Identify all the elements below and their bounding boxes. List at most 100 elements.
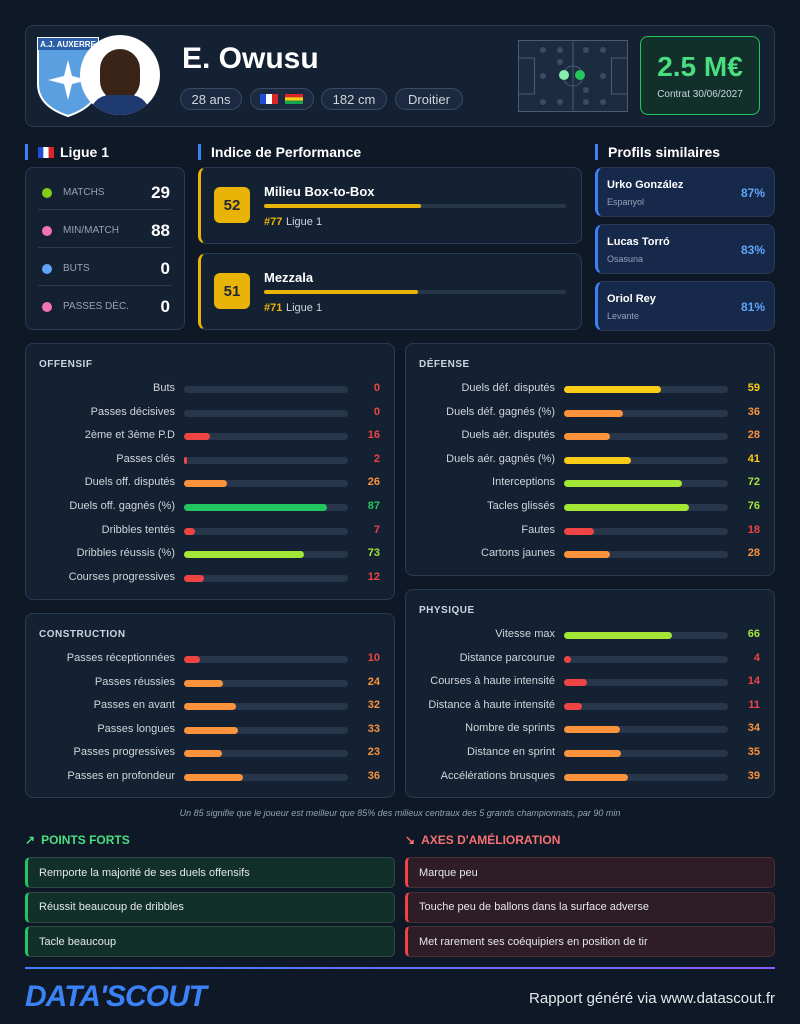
metric-track — [184, 409, 348, 417]
league-name: Ligue 1 — [60, 144, 110, 160]
metric-bar — [184, 433, 211, 441]
player-photo — [80, 35, 160, 115]
metric-label: Distance en sprint — [466, 746, 555, 758]
metric-value: 24 — [367, 675, 380, 688]
metric-bar — [184, 726, 239, 734]
metric-track — [564, 750, 728, 757]
metric-bar — [564, 527, 594, 535]
stat-label: MATCHS — [63, 187, 105, 198]
section-title: DÉFENSE — [419, 359, 470, 370]
metric-value: 59 — [747, 382, 760, 394]
position-pitch — [518, 40, 628, 112]
metric-label: Distance parcourue — [459, 651, 555, 664]
stat-label: PASSES DÉC. — [63, 301, 129, 312]
metric-bar — [564, 456, 632, 464]
metric-label: Courses progressives — [68, 570, 175, 583]
weaknesses-heading: ↘ AXES D'AMÉLIORATION — [405, 833, 561, 847]
stat-value: 88 — [151, 221, 170, 240]
metric-track — [184, 386, 348, 393]
divider — [25, 967, 775, 969]
value-box: 2.5 M€ Contrat 30/06/2027 — [640, 36, 760, 115]
metric-value: 41 — [747, 452, 760, 465]
metric-bar — [184, 504, 327, 511]
metric-label: Duels déf. gagnés (%) — [446, 405, 555, 418]
footer-logo: DATA'SCOUT — [25, 980, 207, 1013]
metric-track — [564, 773, 728, 781]
metric-bar — [184, 527, 196, 535]
metric-track — [184, 726, 348, 734]
metric-label: Fautes — [521, 523, 555, 536]
metric-track — [564, 409, 728, 417]
rank: #77 — [264, 216, 283, 228]
nationality-chip — [250, 88, 314, 110]
metric-value: 35 — [747, 746, 760, 758]
metric-value: 26 — [367, 476, 380, 489]
metric-value: 73 — [367, 547, 380, 560]
metric-value: 28 — [747, 547, 760, 560]
metric-label: Duels off. disputés — [84, 476, 175, 489]
stat-value: 0 — [160, 297, 170, 316]
foot-chip: Droitier — [395, 88, 463, 110]
section-card — [405, 589, 775, 798]
strengths-heading: ↗ POINTS FORTS — [25, 833, 130, 847]
metric-bar — [184, 480, 227, 488]
metric-bar — [184, 574, 204, 582]
metric-track — [184, 456, 348, 464]
metric-track — [184, 703, 348, 711]
metric-value: 7 — [373, 523, 380, 536]
metric-label: Duels off. gagnés (%) — [69, 500, 175, 512]
metric-label: Courses à haute intensité — [430, 675, 555, 688]
strengths-item: Tacle beaucoup — [25, 926, 395, 957]
stat-divider — [38, 285, 172, 286]
metric-label: Nombre de sprints — [465, 722, 555, 735]
player-name: E. Owusu — [182, 42, 319, 75]
metric-track — [564, 433, 728, 441]
score-bar — [264, 204, 422, 208]
metric-bar — [564, 632, 673, 639]
similar-match: 83% — [740, 243, 765, 257]
metric-value: 66 — [747, 628, 760, 640]
rank-league: Ligue 1 — [286, 216, 323, 228]
metric-label: Passes longues — [97, 722, 175, 735]
metric-track — [184, 574, 348, 582]
similar-card — [595, 167, 775, 217]
metric-value: 28 — [747, 429, 760, 442]
metric-track — [564, 679, 728, 687]
metric-track — [184, 679, 348, 687]
metric-bar — [564, 409, 624, 417]
metric-value: 4 — [753, 651, 760, 664]
metric-value: 23 — [367, 746, 380, 759]
weaknesses-title: AXES D'AMÉLIORATION — [421, 833, 561, 847]
metric-bar — [184, 703, 237, 711]
metric-value: 32 — [367, 699, 380, 712]
metric-track — [184, 527, 348, 535]
age-chip: 28 ans — [180, 88, 242, 110]
metric-track — [184, 750, 348, 758]
metric-bar — [564, 773, 628, 781]
similar-club: Levante — [607, 311, 640, 321]
metric-track — [564, 456, 728, 464]
similar-card — [595, 224, 775, 274]
metric-label: Passes décisives — [90, 405, 175, 418]
weaknesses-item: Touche peu de ballons dans la surface ad… — [405, 891, 775, 923]
metric-track — [184, 433, 348, 441]
metric-value: 14 — [747, 675, 760, 688]
metric-value: 16 — [367, 429, 380, 442]
metric-value: 18 — [747, 523, 760, 536]
metric-track — [564, 726, 728, 734]
metric-value: 36 — [747, 405, 760, 418]
stat-label: MIN/MATCH — [63, 225, 119, 236]
metric-label: Duels aér. disputés — [461, 429, 555, 442]
similar-card — [595, 281, 775, 331]
metric-label: Dribbles tentés — [101, 523, 175, 536]
similar-name: Oriol Rey — [607, 293, 656, 305]
stat-icon — [42, 226, 52, 236]
metric-bar — [184, 456, 188, 464]
metric-bar — [564, 655, 571, 663]
metric-value: 12 — [367, 570, 380, 583]
metric-value: 0 — [373, 382, 380, 394]
metric-label: Buts — [152, 382, 175, 394]
metric-track — [184, 656, 348, 663]
metric-track — [564, 527, 728, 535]
metric-value: 34 — [747, 722, 760, 735]
